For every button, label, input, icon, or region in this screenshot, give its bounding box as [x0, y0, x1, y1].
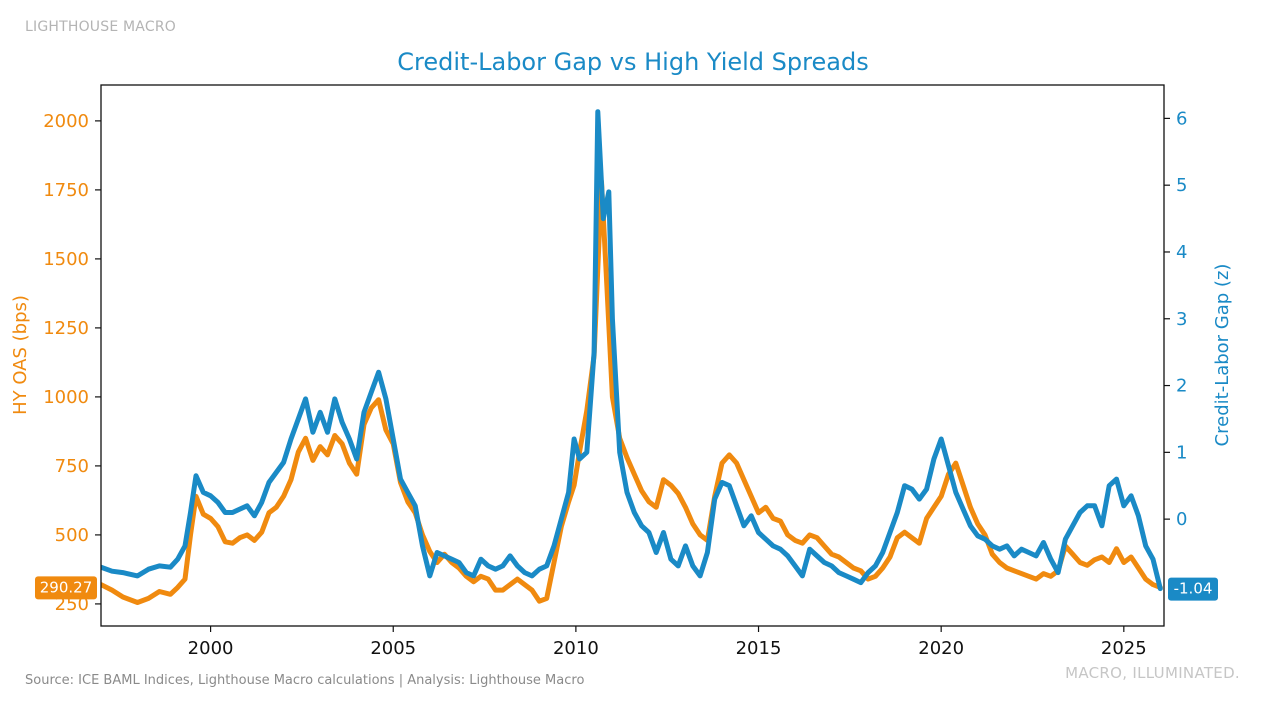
y-left-tick-label: 1250 [43, 318, 89, 339]
x-tick-label: 2025 [1101, 638, 1147, 659]
last-value-right-badge [1168, 577, 1218, 601]
x-tick-label: 2000 [188, 638, 234, 659]
x-tick-label: 2005 [370, 638, 416, 659]
y-right-tick-label: 4 [1176, 242, 1187, 263]
y-left-tick-label: 1500 [43, 249, 89, 270]
hy-oas-line [101, 179, 1163, 605]
last-value-left-badge [35, 576, 97, 600]
tagline: MACRO, ILLUMINATED. [1065, 664, 1240, 682]
y-right-tick-label: 6 [1176, 108, 1187, 129]
x-tick-label: 2020 [918, 638, 964, 659]
y-left-tick-label: 1750 [43, 180, 89, 201]
y-axis-right-label: Credit-Labor Gap (z) [1212, 264, 1233, 447]
y-right-tick-label: 3 [1176, 309, 1187, 330]
y-right-tick-label: 2 [1176, 376, 1187, 397]
y-axis-left-label: HY OAS (bps) [10, 295, 31, 415]
y-right-tick-label: 5 [1176, 175, 1187, 196]
last-value-left-text: 290.27 [40, 578, 93, 596]
chart-title: Credit-Labor Gap vs High Yield Spreads [397, 48, 869, 76]
source-note: Source: ICE BAML Indices, Lighthouse Mac… [25, 673, 585, 688]
y-left-tick-label: 1000 [43, 387, 89, 408]
brand-label: LIGHTHOUSE MACRO [25, 19, 176, 35]
y-left-tick-label: 2000 [43, 111, 89, 132]
y-right-tick-label: 0 [1176, 509, 1187, 530]
y-left-tick-label: 500 [55, 525, 89, 546]
y-left-tick-label: 750 [55, 456, 89, 477]
y-right-tick-label: 1 [1176, 442, 1187, 463]
x-tick-label: 2015 [736, 638, 782, 659]
credit-labor-gap-line [101, 109, 1163, 592]
last-value-right-text: -1.04 [1174, 580, 1213, 598]
plot-frame [100, 84, 1165, 627]
x-tick-label: 2010 [553, 638, 599, 659]
